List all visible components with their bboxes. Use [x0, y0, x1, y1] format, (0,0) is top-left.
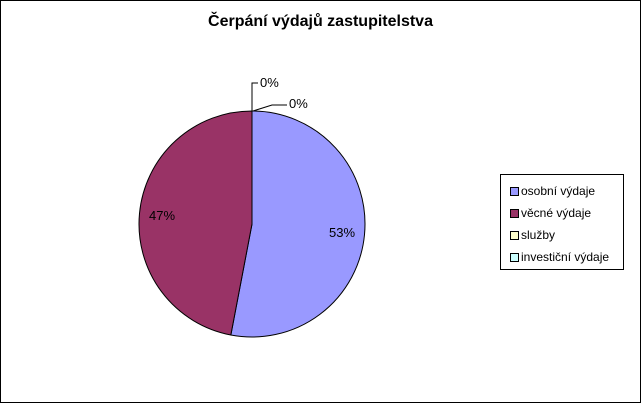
legend-label: osobní výdaje	[521, 184, 596, 198]
data-label: 0%	[260, 75, 279, 90]
pie-slice-věcné-výdaje	[138, 110, 253, 336]
legend-item: věcné výdaje	[510, 202, 623, 224]
legend: osobní výdaje věcné výdaje služby invest…	[500, 174, 624, 270]
data-label: 47%	[149, 208, 175, 223]
legend-swatch	[510, 252, 519, 262]
legend-label: investiční výdaje	[521, 250, 610, 264]
legend-label: služby	[521, 228, 556, 242]
legend-label: věcné výdaje	[521, 206, 592, 220]
legend-swatch	[510, 186, 519, 196]
legend-swatch	[510, 208, 519, 218]
data-label: 53%	[329, 225, 355, 240]
data-label: 0%	[289, 96, 308, 111]
legend-swatch	[510, 230, 519, 240]
pie-slice-osobní-výdaje	[230, 110, 366, 338]
leader-line	[251, 82, 258, 111]
legend-item: investiční výdaje	[510, 246, 623, 268]
legend-item: osobní výdaje	[510, 180, 623, 202]
legend-item: služby	[510, 224, 623, 246]
chart-title: Čerpání výdajů zastupitelstva	[208, 13, 433, 30]
leader-line	[252, 104, 287, 112]
